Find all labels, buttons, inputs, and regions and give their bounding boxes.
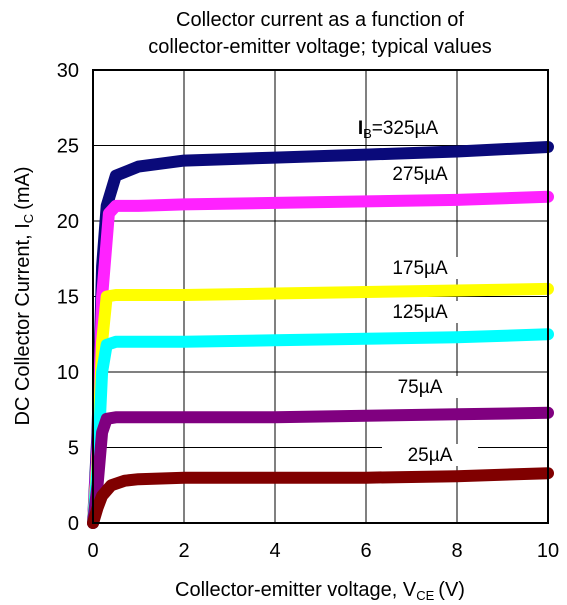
curves (87, 141, 554, 529)
x-tick-label-5: 10 (537, 540, 559, 562)
curve-label-25µA: 25µA (408, 445, 453, 466)
x-tick-label-0: 0 (87, 540, 98, 562)
y-tick-label-6: 30 (57, 60, 79, 82)
tick-labels: 0 2 4 6 8 10 0 5 10 15 20 25 30 (57, 60, 559, 562)
curve-label-275µA: 275µA (392, 164, 448, 185)
y-tick-label-0: 0 (68, 513, 79, 535)
curve-label-325µA: IB=325µA (358, 118, 439, 141)
chart-title-line2: collector-emitter voltage; typical value… (148, 36, 491, 58)
x-tick-label-2: 4 (269, 540, 280, 562)
x-axis-label: Collector-emitter voltage, VCE (V) (175, 579, 465, 603)
curve-label-bg-175µA (372, 257, 468, 279)
chart-title-line1: Collector current as a function of (176, 9, 464, 31)
y-axis-label: DC Collector Current, IC(mA) (12, 167, 36, 426)
x-tick-label-1: 2 (178, 540, 189, 562)
curve-label-bg-25µA (382, 444, 478, 466)
plot-frame (92, 69, 549, 524)
y-tick-label-3: 15 (57, 287, 79, 309)
y-tick-label-5: 25 (57, 136, 79, 158)
curve-labels: IB=325µA 275µA 175µA 125µA 75µA 25µA (358, 118, 478, 466)
y-tick-label-2: 10 (57, 362, 79, 384)
curve-125µA (87, 328, 554, 529)
x-tick-label-4: 8 (451, 540, 462, 562)
curve-75µA (87, 406, 554, 529)
curve-label-175µA: 175µA (392, 258, 448, 279)
curve-label-bg-75µA (372, 376, 468, 398)
x-tick-label-3: 6 (360, 540, 371, 562)
y-tick-label-1: 5 (68, 438, 79, 460)
curve-label-75µA: 75µA (398, 377, 443, 398)
curve-25µA (87, 467, 554, 529)
curve-label-bg-125µA (372, 301, 468, 323)
curve-label-125µA: 125µA (392, 302, 448, 323)
curve-175µA (87, 282, 554, 529)
y-tick-label-4: 20 (57, 211, 79, 233)
